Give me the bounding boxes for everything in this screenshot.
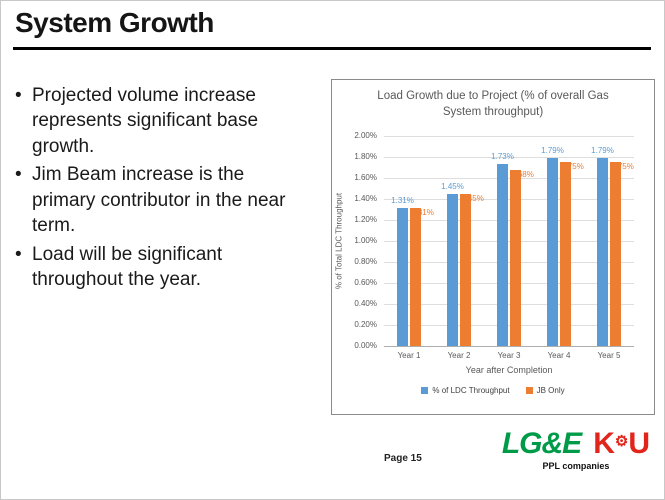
y-axis-tick-label: 0.80% — [354, 257, 377, 266]
data-label: 1.73% — [491, 152, 514, 162]
y-axis-tick-label: 1.60% — [354, 173, 377, 182]
bullet-item: Jim Beam increase is the primary contrib… — [15, 162, 287, 238]
bar-ldc-year-2 — [447, 193, 458, 346]
y-axis-tick-label: 1.20% — [354, 215, 377, 224]
ku-logo-u: U — [628, 427, 650, 460]
legend-item: % of LDC Throughput — [421, 386, 510, 395]
y-axis-tick-label: 0.00% — [354, 341, 377, 350]
bar-ldc-year-5 — [597, 158, 608, 346]
logo-row: LG&E K⚙U — [502, 429, 650, 459]
lge-logo: LG&E — [501, 427, 582, 460]
x-axis-tick-label: Year 4 — [547, 351, 571, 360]
data-label: 1.75% — [611, 162, 634, 172]
bar-ldc-year-1 — [397, 208, 408, 346]
bar-jb-year-5 — [610, 162, 621, 346]
gridline — [384, 304, 634, 305]
ku-logo: K⚙U — [593, 429, 650, 459]
bar-ldc-year-3 — [497, 164, 508, 346]
y-axis-tick-label: 1.80% — [354, 152, 377, 161]
x-axis-tick-label: Year 1 — [397, 351, 421, 360]
x-axis-title: Year after Completion — [465, 365, 553, 375]
gridline — [384, 241, 634, 242]
y-axis-tick-labels: 0.00% 0.20% 0.40% 0.60% 0.80% 1.00% 1.20% 1.40%… — [346, 132, 379, 350]
gridline — [384, 157, 634, 158]
footer-logos: LG&E K⚙U PPL companies — [502, 429, 650, 472]
bar-jb-year-2 — [460, 193, 471, 346]
y-axis-tick-label: 0.20% — [354, 320, 377, 329]
ku-gear-icon: ⚙ — [614, 433, 629, 450]
legend-swatch-icon — [421, 387, 429, 394]
title-underline — [13, 47, 651, 50]
legend-label: % of LDC Throughput — [432, 386, 510, 395]
data-label: 1.31% — [391, 196, 414, 206]
x-axis-tick-label: Year 2 — [447, 351, 471, 360]
plot-area: 1.31% 1.31% 1.45% 1.45% 1.73% 1.68% 1.79% 1.75%… — [384, 136, 634, 347]
chart-legend: % of LDC Throughput JB Only — [332, 386, 654, 395]
gridline — [384, 283, 634, 284]
y-axis-tick-label: 1.40% — [354, 194, 377, 203]
bullet-text: Projected volume increase represents sig… — [32, 85, 259, 157]
y-axis-title-text: % of Total LDC Throughput — [334, 192, 344, 290]
bullet-text: Jim Beam increase is the primary contrib… — [32, 164, 286, 237]
bullet-item: Load will be significant throughout the … — [15, 242, 287, 293]
chart-title: Load Growth due to Project (% of overall… — [377, 90, 609, 118]
legend-item: JB Only — [525, 386, 565, 395]
data-label: 1.45% — [461, 193, 484, 203]
y-axis-title: % of Total LDC Throughput — [332, 136, 346, 346]
data-label: 1.68% — [511, 169, 534, 179]
page-title: System Growth — [15, 7, 214, 38]
data-label: 1.79% — [541, 146, 564, 156]
gridline — [384, 220, 634, 221]
legend-swatch-icon — [525, 387, 533, 394]
y-axis-tick-label: 2.00% — [354, 131, 377, 140]
data-label: 1.31% — [411, 208, 434, 218]
gridline — [384, 178, 634, 179]
x-axis-tick-label: Year 5 — [597, 351, 621, 360]
data-label: 1.75% — [561, 162, 584, 172]
page-number-label: Page 15 — [384, 453, 422, 464]
bullet-text: Load will be significant throughout the … — [32, 243, 223, 291]
bullet-item: Projected volume increase represents sig… — [15, 83, 287, 159]
bullet-list: Projected volume increase represents sig… — [15, 83, 287, 296]
data-label: 1.79% — [591, 146, 614, 156]
gridline — [384, 199, 634, 200]
gridline — [384, 325, 634, 326]
bar-jb-year-1 — [410, 208, 421, 346]
gridline — [384, 262, 634, 263]
x-axis-tick-label: Year 3 — [497, 351, 521, 360]
legend-label: JB Only — [536, 386, 565, 395]
bar-ldc-year-4 — [547, 158, 558, 346]
load-growth-chart: Load Growth due to Project (% of overall… — [331, 79, 655, 415]
data-label: 1.45% — [441, 181, 464, 191]
ppl-companies-label: PPL companies — [542, 461, 610, 471]
x-axis-tick-labels: Year 1 Year 2 Year 3 Year 4 Year 5 — [384, 351, 634, 363]
gridline — [384, 136, 634, 137]
y-axis-tick-label: 1.00% — [354, 236, 377, 245]
bar-jb-year-3 — [510, 169, 521, 346]
y-axis-tick-label: 0.40% — [354, 299, 377, 308]
bar-jb-year-4 — [560, 162, 571, 346]
ku-logo-k: K — [593, 427, 615, 460]
y-axis-tick-label: 0.60% — [354, 278, 377, 287]
